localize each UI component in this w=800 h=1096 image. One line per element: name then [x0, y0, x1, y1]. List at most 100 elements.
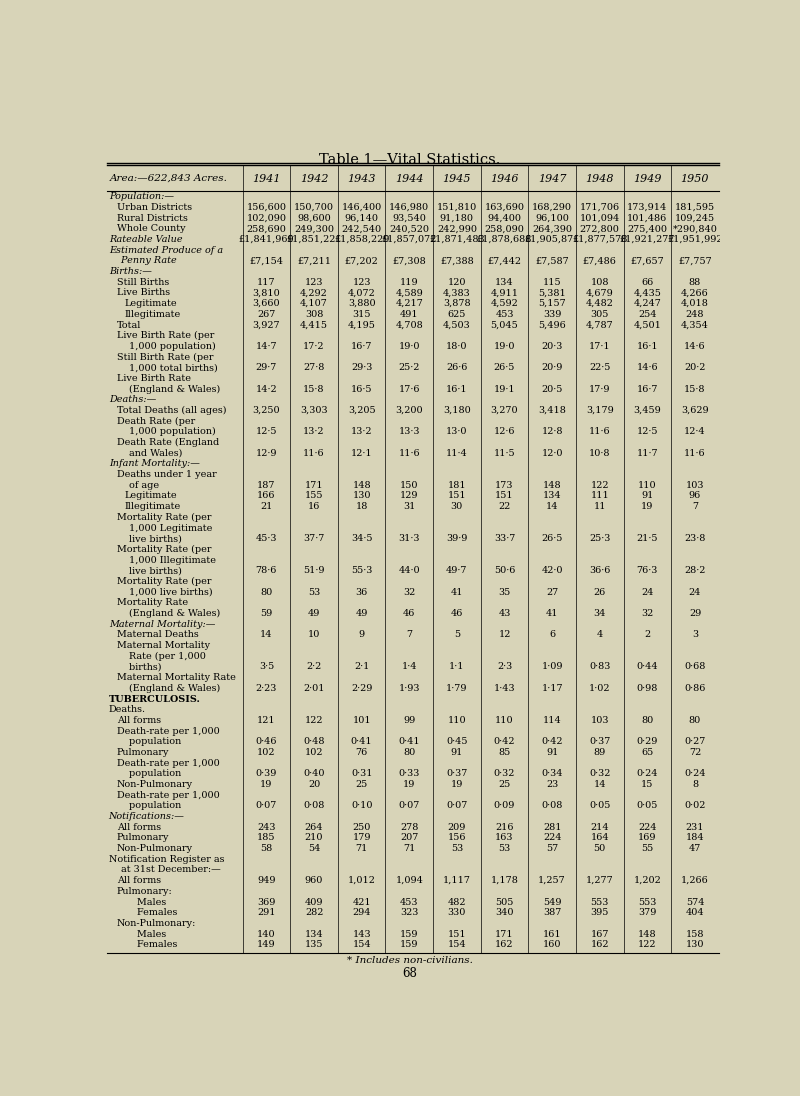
Text: 26·5: 26·5	[542, 534, 562, 544]
Text: Notification Register as: Notification Register as	[109, 855, 224, 864]
Text: 0·45: 0·45	[446, 738, 468, 746]
Text: 39·9: 39·9	[446, 534, 467, 544]
Text: 4,266: 4,266	[681, 288, 709, 297]
Text: £7,587: £7,587	[535, 256, 569, 265]
Text: 1·93: 1·93	[398, 684, 420, 693]
Text: 1947: 1947	[538, 174, 566, 184]
Text: Infant Mortality:—: Infant Mortality:—	[109, 459, 199, 468]
Text: 339: 339	[543, 310, 562, 319]
Text: 25: 25	[355, 780, 368, 789]
Text: 91,180: 91,180	[440, 214, 474, 222]
Text: 10·8: 10·8	[589, 448, 610, 458]
Text: £7,308: £7,308	[392, 256, 426, 265]
Text: 156: 156	[448, 833, 466, 843]
Text: 91: 91	[450, 747, 463, 757]
Text: 224: 224	[543, 833, 562, 843]
Text: 1,012: 1,012	[348, 876, 375, 886]
Text: 1,000 total births): 1,000 total births)	[117, 363, 218, 373]
Text: 553: 553	[638, 898, 657, 906]
Text: 156,600: 156,600	[246, 203, 286, 212]
Text: Mortality Rate: Mortality Rate	[117, 598, 188, 607]
Text: 2·1: 2·1	[354, 662, 370, 672]
Text: 159: 159	[400, 940, 418, 949]
Text: 150,700: 150,700	[294, 203, 334, 212]
Text: 4,503: 4,503	[443, 320, 470, 330]
Text: 20·9: 20·9	[542, 363, 562, 373]
Text: 19: 19	[641, 502, 654, 511]
Text: 0·83: 0·83	[589, 662, 610, 672]
Text: TUBERCULOSIS.: TUBERCULOSIS.	[109, 695, 201, 704]
Text: 294: 294	[352, 909, 371, 917]
Text: 4,415: 4,415	[300, 320, 328, 330]
Text: 22·5: 22·5	[589, 363, 610, 373]
Text: 209: 209	[448, 823, 466, 832]
Text: of age: of age	[117, 481, 159, 490]
Text: 1·79: 1·79	[446, 684, 468, 693]
Text: 4,679: 4,679	[586, 288, 614, 297]
Text: 625: 625	[448, 310, 466, 319]
Text: 71: 71	[355, 844, 368, 853]
Text: Rate (per 1,000: Rate (per 1,000	[117, 652, 206, 661]
Text: Pulmonary: Pulmonary	[117, 747, 170, 757]
Text: Non-Pulmonary:: Non-Pulmonary:	[117, 918, 196, 928]
Text: 250: 250	[353, 823, 371, 832]
Text: 17·6: 17·6	[398, 385, 420, 393]
Text: 0·07: 0·07	[398, 801, 420, 810]
Text: 140: 140	[257, 929, 276, 938]
Text: 15·8: 15·8	[303, 385, 325, 393]
Text: 21: 21	[260, 502, 273, 511]
Text: 1,178: 1,178	[490, 876, 518, 886]
Text: Death Rate (England: Death Rate (England	[117, 438, 219, 447]
Text: Death Rate (per: Death Rate (per	[117, 416, 195, 426]
Text: 45·3: 45·3	[256, 534, 277, 544]
Text: Females: Females	[125, 940, 177, 949]
Text: 11·7: 11·7	[637, 448, 658, 458]
Text: 80: 80	[642, 716, 654, 724]
Text: 101,094: 101,094	[579, 214, 620, 222]
Text: 13·2: 13·2	[303, 427, 325, 436]
Text: 1·09: 1·09	[542, 662, 563, 672]
Text: 4,708: 4,708	[395, 320, 423, 330]
Text: 101,486: 101,486	[627, 214, 667, 222]
Text: 18: 18	[355, 502, 368, 511]
Text: 0·08: 0·08	[542, 801, 562, 810]
Text: 57: 57	[546, 844, 558, 853]
Text: 13·0: 13·0	[446, 427, 468, 436]
Text: 1·1: 1·1	[449, 662, 465, 672]
Text: 155: 155	[305, 491, 323, 501]
Text: 143: 143	[352, 929, 371, 938]
Text: 0·41: 0·41	[398, 738, 420, 746]
Text: population: population	[117, 769, 181, 778]
Text: 207: 207	[400, 833, 418, 843]
Text: 242,990: 242,990	[437, 225, 477, 233]
Text: 109,245: 109,245	[675, 214, 715, 222]
Text: 330: 330	[448, 909, 466, 917]
Text: 482: 482	[448, 898, 466, 906]
Text: 1945: 1945	[442, 174, 471, 184]
Text: 14·2: 14·2	[255, 385, 278, 393]
Text: 3,179: 3,179	[586, 406, 614, 415]
Text: 13·2: 13·2	[351, 427, 372, 436]
Text: 453: 453	[495, 310, 514, 319]
Text: 2·2: 2·2	[306, 662, 322, 672]
Text: 1941: 1941	[252, 174, 281, 184]
Text: 19: 19	[450, 780, 463, 789]
Text: 3,200: 3,200	[395, 406, 423, 415]
Text: 15·8: 15·8	[684, 385, 706, 393]
Text: 22: 22	[498, 502, 510, 511]
Text: £1,921,277: £1,921,277	[619, 235, 675, 244]
Text: £7,657: £7,657	[630, 256, 664, 265]
Text: 32: 32	[642, 609, 654, 618]
Text: Deaths under 1 year: Deaths under 1 year	[117, 470, 217, 479]
Text: £1,878,688: £1,878,688	[477, 235, 532, 244]
Text: 379: 379	[638, 909, 657, 917]
Text: Maternal Mortality: Maternal Mortality	[117, 641, 210, 650]
Text: Pulmonary: Pulmonary	[117, 833, 170, 843]
Text: 54: 54	[308, 844, 320, 853]
Text: 4,911: 4,911	[490, 288, 518, 297]
Text: Mortality Rate (per: Mortality Rate (per	[117, 513, 211, 522]
Text: 49·7: 49·7	[446, 567, 468, 575]
Text: 65: 65	[642, 747, 654, 757]
Text: Illegitimate: Illegitimate	[125, 310, 181, 319]
Text: All forms: All forms	[117, 876, 161, 886]
